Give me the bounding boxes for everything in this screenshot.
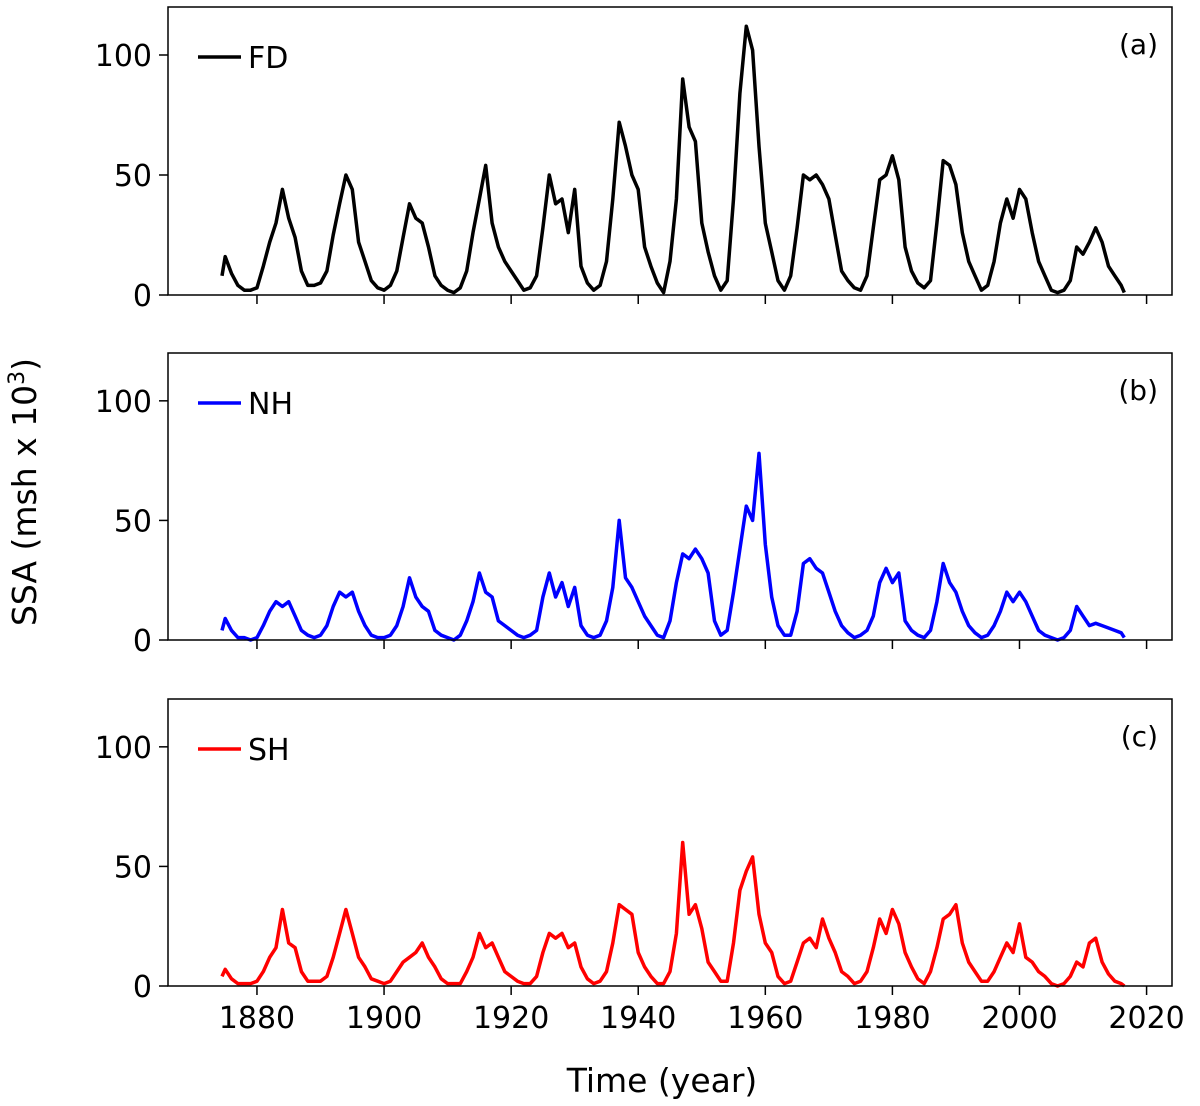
legend-label: NH bbox=[248, 387, 293, 422]
y-axis-title: SSA (msh x 103) bbox=[5, 358, 45, 626]
y-tick-label: 100 bbox=[95, 39, 152, 74]
x-tick-label: 1900 bbox=[346, 1001, 422, 1036]
y-tick-label: 0 bbox=[133, 970, 152, 1005]
y-tick-label: 0 bbox=[133, 279, 152, 314]
y-tick-label: 50 bbox=[114, 850, 152, 885]
chart-panel-3: 0 50 100 1880 1900 1920 1940 1960 1980 2000 2020 SH… bbox=[95, 698, 1185, 1036]
plot-frame bbox=[167, 698, 1173, 987]
plot-frame bbox=[167, 6, 1173, 296]
x-tick-label: 1920 bbox=[473, 1001, 549, 1036]
panel-tag: (c) bbox=[1121, 720, 1158, 753]
x-tick-label: 1980 bbox=[854, 1001, 930, 1036]
y-tick-label: 100 bbox=[95, 731, 152, 766]
y-tick-label: 50 bbox=[114, 159, 152, 194]
x-tick-label: 2000 bbox=[981, 1001, 1057, 1036]
panel-tag: (b) bbox=[1118, 374, 1158, 407]
y-tick-label: 100 bbox=[95, 385, 152, 420]
x-tick-label: 1960 bbox=[727, 1001, 803, 1036]
series-line-fd bbox=[220, 24, 1126, 295]
series-line-nh bbox=[220, 451, 1126, 642]
y-tick-label: 0 bbox=[133, 624, 152, 659]
x-tick-label: 1880 bbox=[219, 1001, 295, 1036]
chart-panel-1: 0 50 100 FD (a) bbox=[95, 6, 1173, 314]
x-axis-title: Time (year) bbox=[566, 1061, 758, 1100]
legend-label: FD bbox=[248, 41, 288, 76]
legend-label: SH bbox=[248, 733, 290, 768]
x-tick-label: 2020 bbox=[1108, 1001, 1184, 1036]
y-tick-label: 50 bbox=[114, 504, 152, 539]
plot-frame bbox=[167, 352, 1173, 641]
panel-tag: (a) bbox=[1119, 28, 1158, 61]
series-line-sh bbox=[220, 840, 1126, 988]
chart-panel-2: 0 50 100 NH (b) bbox=[95, 352, 1173, 659]
x-tick-label: 1940 bbox=[600, 1001, 676, 1036]
